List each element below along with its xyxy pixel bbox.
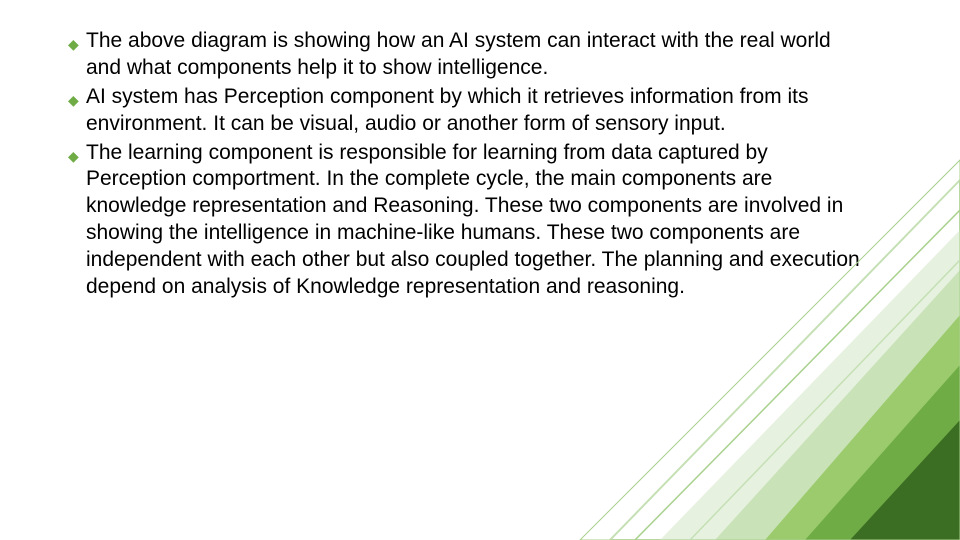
slide: ◆ The above diagram is showing how an AI… [0,0,960,540]
bullet-text: AI system has Perception component by wh… [86,84,868,138]
bullet-icon: ◆ [68,140,86,170]
list-item: ◆ The above diagram is showing how an AI… [68,28,868,82]
bullet-list: ◆ The above diagram is showing how an AI… [68,28,868,303]
bullet-icon: ◆ [68,84,86,114]
list-item: ◆ AI system has Perception component by … [68,84,868,138]
list-item: ◆ The learning component is responsible … [68,140,868,301]
bullet-text: The above diagram is showing how an AI s… [86,28,868,82]
bullet-text: The learning component is responsible fo… [86,140,868,301]
bullet-icon: ◆ [68,28,86,58]
